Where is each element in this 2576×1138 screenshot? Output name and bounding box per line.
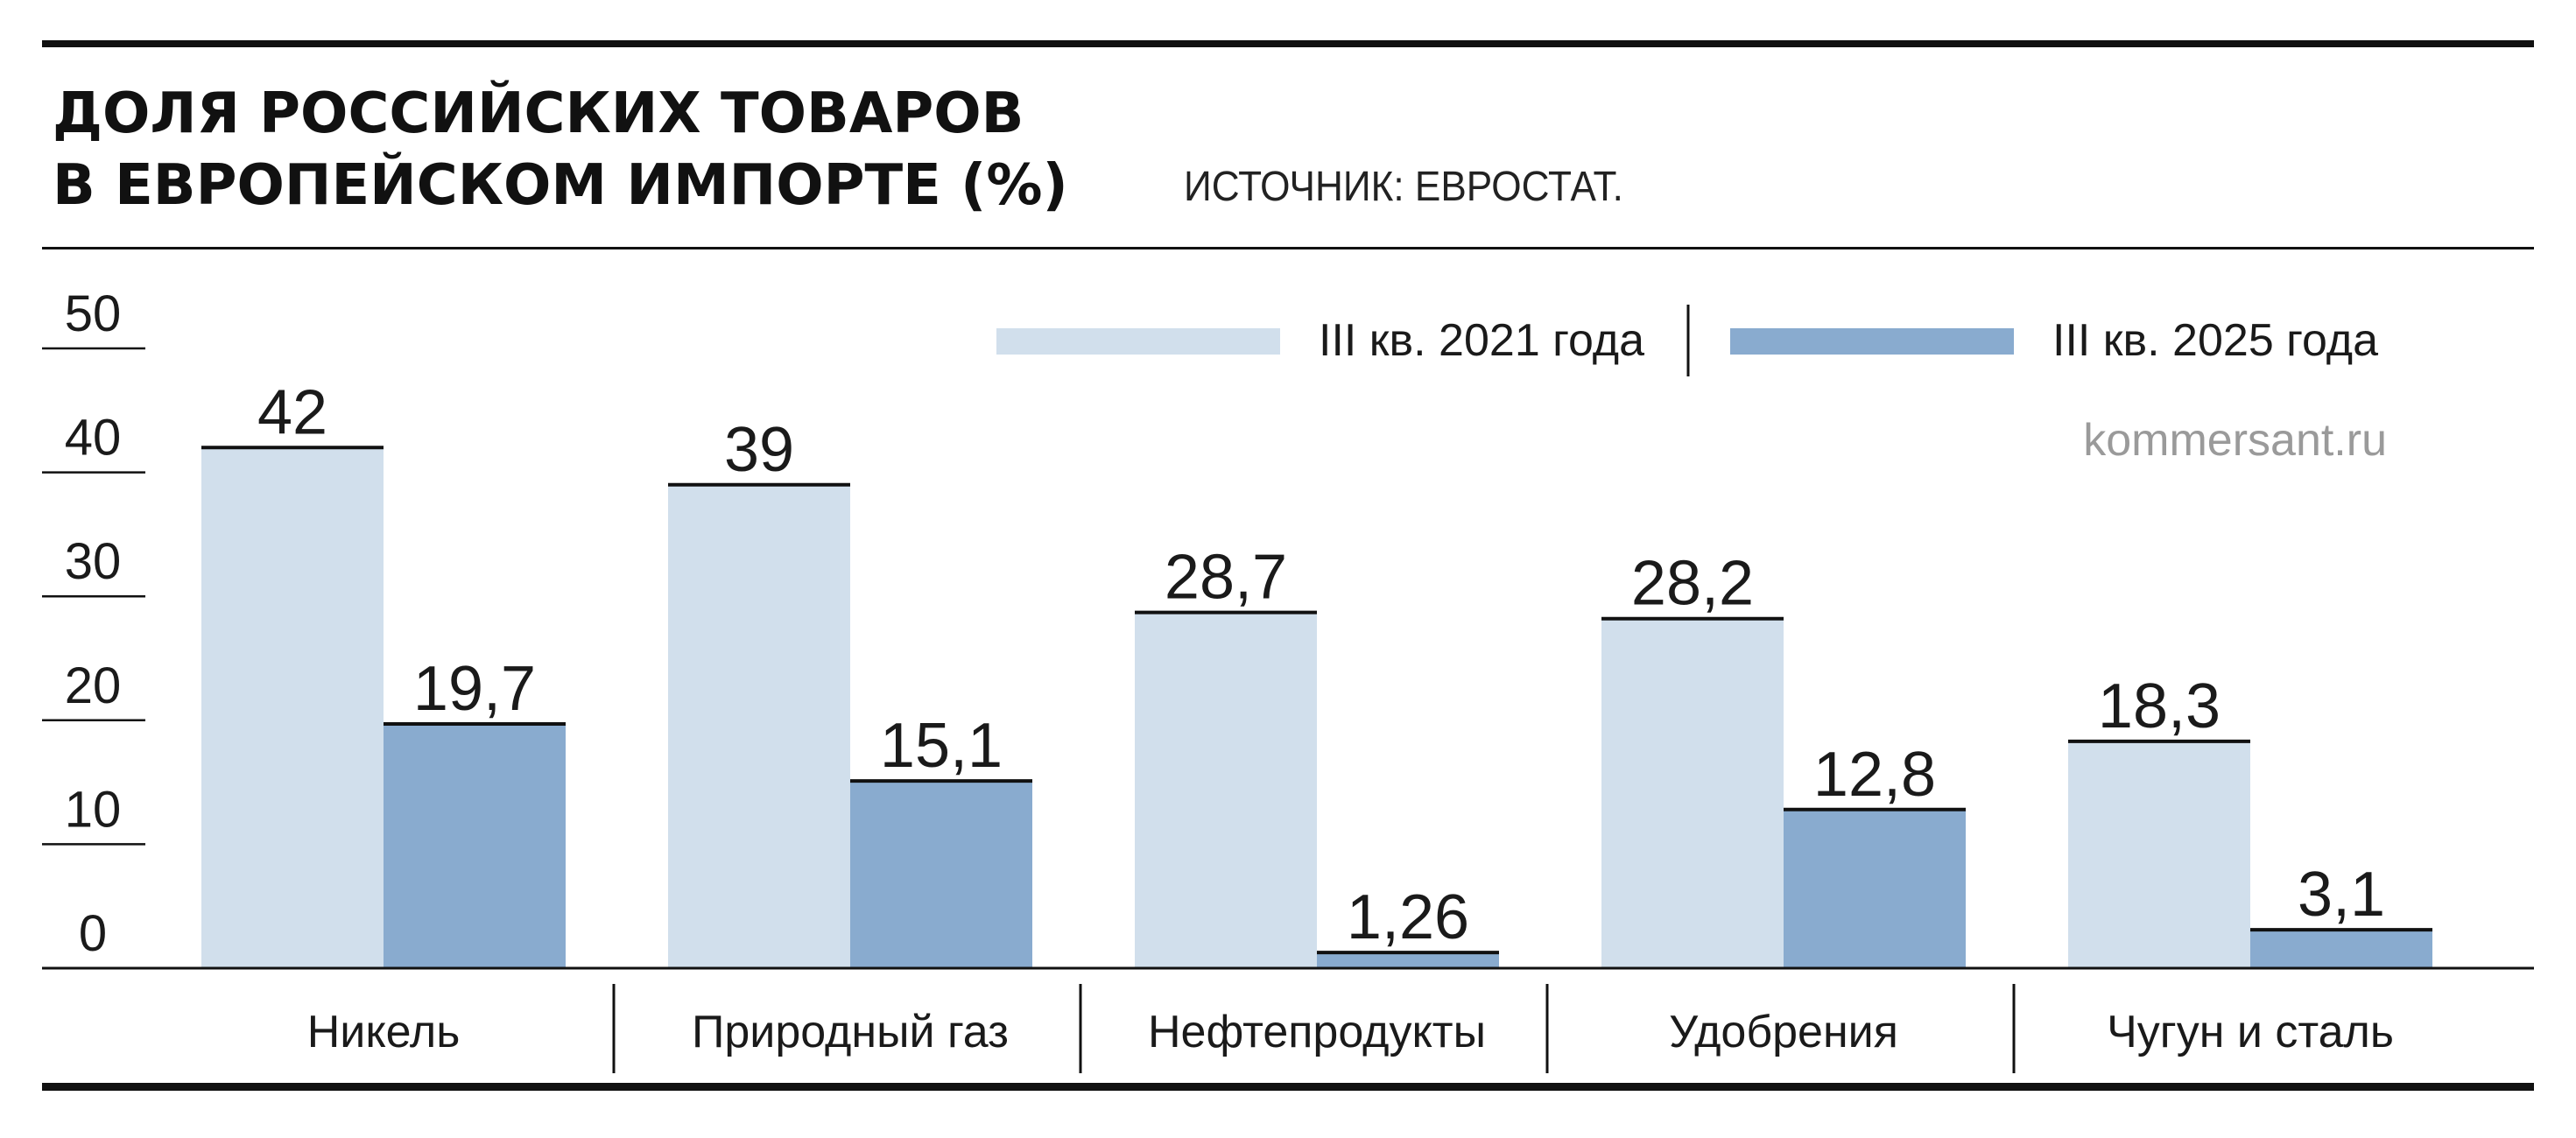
data-label: 42	[257, 377, 327, 447]
bar-2-2	[850, 781, 1032, 968]
data-label: 28,2	[1631, 549, 1754, 619]
bar-1-4	[1601, 618, 1784, 968]
data-label: 1,26	[1347, 882, 1469, 952]
y-tick-label: 0	[79, 905, 107, 962]
bottom-rule	[42, 1083, 2534, 1091]
chart-title-line-1: ДОЛЯ РОССИЙСКИХ ТОВАРОВ	[53, 81, 1024, 146]
data-label: 18,3	[2098, 671, 2221, 741]
y-tick-label: 10	[65, 781, 122, 838]
watermark: kommersant.ru	[2083, 415, 2387, 466]
data-label: 12,8	[1813, 740, 1936, 810]
bar-1-3	[1135, 612, 1317, 968]
y-tick-label: 30	[65, 533, 122, 590]
category-label: Никель	[307, 1007, 461, 1057]
category-label: Чугун и сталь	[2107, 1007, 2394, 1057]
legend-label-2: III кв. 2025 года	[2052, 315, 2378, 366]
chart-title-line-2: В ЕВРОПЕЙСКОМ ИМПОРТЕ (%)	[53, 153, 1068, 218]
data-label: 15,1	[880, 711, 1003, 781]
header-rule	[42, 247, 2534, 249]
top-rule	[42, 40, 2534, 47]
bar-2-3	[1317, 952, 1499, 968]
data-label: 39	[724, 415, 794, 485]
category-label: Удобрения	[1669, 1007, 1898, 1057]
bar-1-2	[668, 484, 850, 968]
y-tick-label: 20	[65, 657, 122, 714]
category-label: Природный газ	[692, 1007, 1009, 1057]
bar-2-4	[1784, 809, 1966, 968]
bar-1-1	[201, 447, 384, 968]
category-label: Нефтепродукты	[1148, 1007, 1486, 1057]
legend-swatch-2	[1730, 328, 2014, 355]
legend-swatch-1	[996, 328, 1280, 355]
legend-label-1: III кв. 2021 года	[1319, 315, 1644, 366]
bar-2-5	[2250, 930, 2432, 968]
data-label: 19,7	[413, 654, 536, 724]
bar-1-5	[2068, 741, 2250, 968]
data-label: 3,1	[2298, 860, 2385, 930]
source-note: ИСТОЧНИК: ЕВРОСТАТ.	[1184, 164, 1623, 210]
y-tick-label: 40	[65, 410, 122, 467]
bar-2-1	[384, 724, 566, 968]
y-tick-label: 50	[65, 285, 122, 342]
data-label: 28,7	[1165, 543, 1287, 613]
